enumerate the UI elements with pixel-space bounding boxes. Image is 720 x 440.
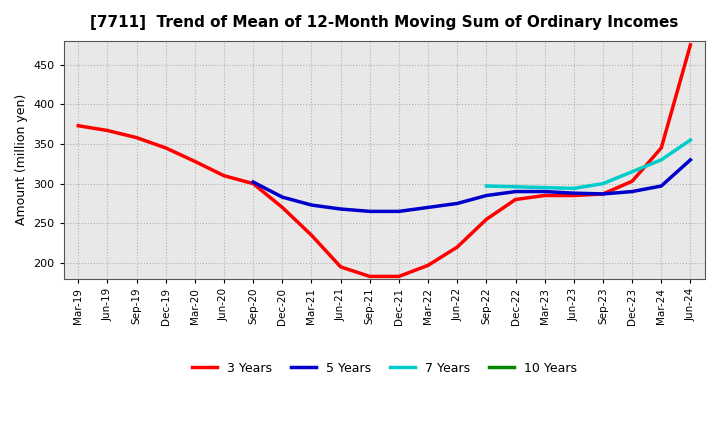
Y-axis label: Amount (million yen): Amount (million yen) xyxy=(15,94,28,225)
Title: [7711]  Trend of Mean of 12-Month Moving Sum of Ordinary Incomes: [7711] Trend of Mean of 12-Month Moving … xyxy=(90,15,678,30)
Legend: 3 Years, 5 Years, 7 Years, 10 Years: 3 Years, 5 Years, 7 Years, 10 Years xyxy=(187,356,582,380)
